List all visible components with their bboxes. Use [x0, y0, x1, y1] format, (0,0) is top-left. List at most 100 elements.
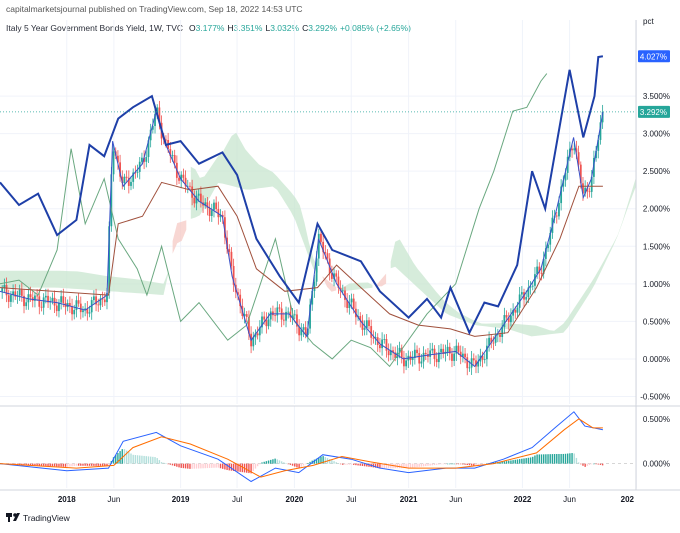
candle-body [527, 287, 530, 298]
macd-histogram-bar [276, 459, 278, 464]
price-tick-label: -0.500% [640, 392, 670, 401]
current-value-tag-label: 4.027% [640, 52, 667, 61]
publisher-line: capitalmarketsjournal published on Tradi… [6, 4, 303, 14]
candle-body [228, 249, 231, 252]
macd-histogram-bar [272, 459, 274, 464]
candle-body [141, 157, 143, 162]
candle-body [374, 337, 377, 339]
candle-body [544, 248, 547, 259]
macd-histogram-bar [143, 455, 145, 464]
macd-histogram-bar [215, 463, 217, 468]
macd-histogram-bar [254, 463, 257, 469]
macd-histogram-bar [534, 455, 536, 464]
candle-body [193, 197, 196, 204]
macd-histogram-bar [440, 463, 442, 465]
candle-body [562, 180, 565, 187]
macd-histogram-bar [599, 463, 602, 465]
macd-histogram-bar [195, 463, 198, 469]
tv-logo-stem-icon [8, 515, 10, 522]
macd-histogram-bar [226, 463, 228, 471]
candle-body [44, 295, 47, 298]
macd-histogram-bar [97, 463, 99, 466]
macd-histogram-bar [523, 458, 525, 464]
macd-histogram-bar [597, 463, 599, 465]
macd-histogram-bar [261, 462, 263, 464]
macd-histogram-bar [178, 463, 180, 468]
candle-body [71, 306, 73, 315]
macd-histogram-bar [51, 463, 54, 467]
macd-histogram-bar [176, 463, 178, 467]
macd-histogram-bar [86, 463, 89, 466]
macd-histogram-bar [582, 463, 584, 466]
macd-histogram-bar [564, 453, 567, 464]
candle-body [333, 273, 335, 279]
candle-body [470, 358, 473, 368]
macd-histogram-bar [217, 463, 220, 468]
candle-body [488, 337, 490, 346]
macd-histogram-bar [573, 453, 575, 464]
macd-histogram-bar [283, 462, 285, 464]
candle-body [123, 176, 126, 184]
time-tick-label: Jul [346, 495, 356, 504]
ohlc-c-value: 3.292% [308, 23, 337, 33]
candle-body [309, 304, 311, 329]
candle-body [23, 295, 25, 307]
macd-histogram-bar [219, 463, 222, 469]
candle-body [510, 315, 512, 323]
candle-body [461, 353, 464, 357]
time-axis[interactable]: 2018 Jun 2019 Jul 2020 Jul 2021 Jun 2022 Jun 202 [58, 495, 635, 504]
candle-body [350, 298, 353, 303]
candle-body [180, 174, 183, 181]
macd-histogram-bar [263, 461, 265, 464]
macd-histogram-bar [287, 463, 289, 465]
macd-histogram-bar [462, 463, 464, 465]
macd-histogram-bar [475, 463, 477, 466]
price-axis[interactable]: pct 3.500% 3.000% 2.500% 2.000% 1.500% 1.000%… [638, 17, 670, 401]
macd-histogram-bar [75, 463, 78, 466]
macd-histogram-bar [208, 463, 211, 468]
macd-histogram-bar [374, 463, 377, 468]
candle-body [573, 148, 576, 151]
macd-axis[interactable]: 0.500% 0.000% [643, 415, 670, 469]
macd-histogram-bar [505, 461, 508, 464]
candle-body [134, 172, 137, 174]
macd-histogram-bar [82, 463, 84, 466]
macd-histogram-bar [470, 463, 473, 466]
macd-histogram-bar [575, 457, 578, 464]
tv-logo-slash-icon [13, 513, 20, 521]
macd-histogram-bar [355, 463, 357, 466]
macd-histogram-bar [586, 463, 589, 466]
macd-histogram-bar [315, 458, 318, 464]
candle-body [453, 353, 456, 361]
candle-body [435, 358, 438, 363]
candle-body [265, 319, 268, 327]
macd-histogram-bar [514, 459, 516, 464]
tradingview-logo[interactable]: TradingView [6, 513, 71, 523]
candle-body [385, 339, 388, 351]
macd-histogram-bar [577, 462, 580, 464]
candle-body [322, 241, 325, 253]
candle-body [258, 327, 261, 336]
macd-histogram-bar [285, 463, 287, 464]
macd-histogram-bar [333, 461, 335, 464]
macd-histogram-bar [457, 463, 460, 465]
candle-body [60, 296, 63, 303]
bullish-cloud-area [340, 282, 373, 291]
candle-body [359, 316, 362, 321]
ohlc-o-label: O [189, 23, 196, 33]
candle-body [101, 298, 104, 300]
macd-histogram-bar [132, 454, 134, 464]
candle-body [151, 126, 154, 130]
candle-body [53, 297, 56, 306]
macd-histogram-bar [34, 463, 36, 466]
macd-histogram-bar [23, 463, 25, 465]
candle-body [245, 314, 248, 317]
candle-body [106, 292, 108, 303]
candle-body [520, 292, 523, 295]
macd-histogram-bar [536, 454, 538, 464]
macd-histogram-bar [298, 463, 300, 468]
macd-histogram-bar [49, 463, 51, 467]
bullish-cloud-area [0, 270, 169, 295]
macd-histogram-bar [518, 459, 521, 464]
